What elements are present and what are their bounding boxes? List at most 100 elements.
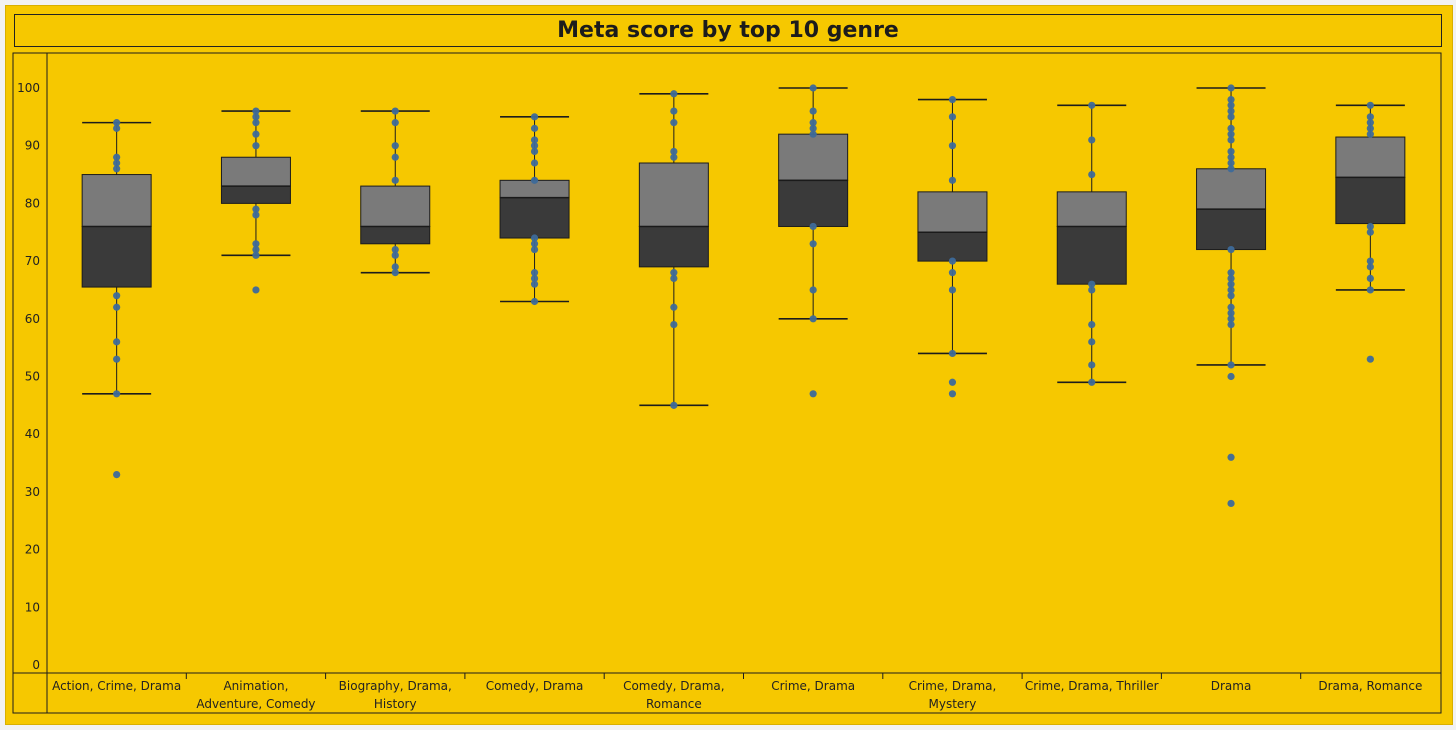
data-point bbox=[252, 205, 260, 213]
box-lower bbox=[1335, 176, 1406, 225]
data-point bbox=[1227, 101, 1235, 109]
y-tick-label: 80 bbox=[25, 196, 40, 210]
data-point bbox=[670, 153, 678, 161]
data-point bbox=[670, 147, 678, 156]
data-point bbox=[530, 136, 539, 144]
data-point bbox=[530, 274, 539, 283]
data-point bbox=[530, 245, 539, 254]
data-point bbox=[113, 355, 121, 363]
data-point bbox=[948, 95, 957, 104]
box-group: Comedy, Drama, Romance bbox=[603, 90, 725, 711]
box-group: Biography, Drama, History bbox=[325, 107, 452, 711]
chart-title: Meta score by top 10 genre bbox=[557, 18, 899, 43]
data-point bbox=[391, 176, 399, 184]
x-tick-label: Comedy, Drama, Romance bbox=[623, 679, 725, 711]
y-tick-label: 90 bbox=[25, 139, 40, 153]
data-point bbox=[1227, 280, 1235, 288]
data-point bbox=[530, 269, 539, 277]
data-point bbox=[1088, 286, 1096, 294]
data-point bbox=[948, 142, 957, 150]
data-point bbox=[530, 159, 539, 167]
plot-pane-border bbox=[12, 52, 1442, 714]
x-tick-label: Drama, Romance bbox=[1318, 679, 1422, 693]
x-tick-label: Drama bbox=[1211, 679, 1252, 693]
data-point bbox=[1227, 292, 1235, 300]
box-upper bbox=[1056, 191, 1127, 227]
data-point bbox=[948, 113, 957, 121]
data-point bbox=[530, 124, 539, 132]
data-point bbox=[1366, 263, 1374, 271]
data-point bbox=[670, 269, 678, 277]
data-point bbox=[113, 124, 121, 132]
box-upper bbox=[1196, 168, 1267, 210]
data-point bbox=[1227, 286, 1235, 294]
box-group: Drama bbox=[1160, 84, 1267, 693]
data-point bbox=[1227, 147, 1235, 156]
data-point bbox=[391, 269, 399, 277]
data-point bbox=[113, 303, 121, 311]
data-point bbox=[1088, 101, 1096, 109]
data-point bbox=[1088, 361, 1096, 369]
box-upper bbox=[778, 133, 849, 181]
box-upper bbox=[917, 191, 988, 233]
x-tick-label: Animation, Adventure, Comedy bbox=[196, 679, 315, 711]
y-tick-label: 70 bbox=[25, 254, 40, 268]
data-point bbox=[1227, 269, 1235, 277]
data-point bbox=[530, 240, 539, 248]
data-point bbox=[670, 274, 678, 283]
data-point bbox=[113, 165, 121, 173]
data-point bbox=[809, 124, 817, 132]
data-point bbox=[1227, 453, 1235, 461]
data-point bbox=[1366, 222, 1374, 231]
data-point bbox=[252, 240, 260, 248]
data-point bbox=[809, 107, 817, 115]
data-point bbox=[1227, 309, 1235, 317]
data-point bbox=[530, 297, 539, 306]
box-group: Drama, Romance bbox=[1300, 101, 1422, 693]
data-point bbox=[391, 119, 399, 127]
data-point bbox=[391, 153, 399, 161]
box-group: Comedy, Drama bbox=[464, 113, 584, 693]
box-group: Action, Crime, Drama bbox=[52, 119, 181, 693]
data-point bbox=[113, 159, 121, 167]
data-point bbox=[113, 470, 121, 479]
box-group: Animation, Adventure, Comedy bbox=[185, 107, 316, 711]
data-point bbox=[1366, 257, 1374, 265]
box-upper bbox=[81, 174, 152, 227]
data-point bbox=[948, 390, 957, 398]
data-point bbox=[1227, 130, 1235, 138]
box-lower bbox=[638, 225, 709, 268]
data-point bbox=[1227, 107, 1235, 115]
x-tick-label: Crime, Drama, Thriller bbox=[1025, 679, 1159, 693]
data-point bbox=[1366, 130, 1374, 138]
data-point bbox=[1088, 136, 1096, 144]
data-point bbox=[948, 349, 957, 358]
data-point bbox=[530, 176, 539, 184]
data-point bbox=[670, 401, 678, 409]
data-point bbox=[948, 269, 957, 277]
data-point bbox=[113, 119, 121, 127]
data-point bbox=[1366, 274, 1374, 283]
x-tick-label: Biography, Drama, History bbox=[339, 679, 452, 711]
data-point bbox=[113, 390, 121, 398]
data-point bbox=[252, 286, 260, 294]
data-point bbox=[1366, 124, 1374, 132]
x-tick-label: Crime, Drama, Mystery bbox=[909, 679, 997, 711]
box-upper bbox=[360, 185, 431, 227]
data-point bbox=[1227, 113, 1235, 121]
x-tick-label: Comedy, Drama bbox=[486, 679, 584, 693]
data-point bbox=[1366, 355, 1374, 363]
data-point bbox=[252, 211, 260, 219]
data-point bbox=[1227, 95, 1235, 104]
data-point bbox=[670, 303, 678, 311]
data-point bbox=[530, 113, 539, 121]
data-point bbox=[670, 107, 678, 115]
data-point bbox=[1227, 159, 1235, 167]
box-lower bbox=[1056, 225, 1127, 285]
data-point bbox=[809, 240, 817, 248]
data-point bbox=[1227, 315, 1235, 323]
data-point bbox=[1088, 378, 1096, 386]
data-point bbox=[252, 119, 260, 127]
data-point bbox=[391, 263, 399, 271]
